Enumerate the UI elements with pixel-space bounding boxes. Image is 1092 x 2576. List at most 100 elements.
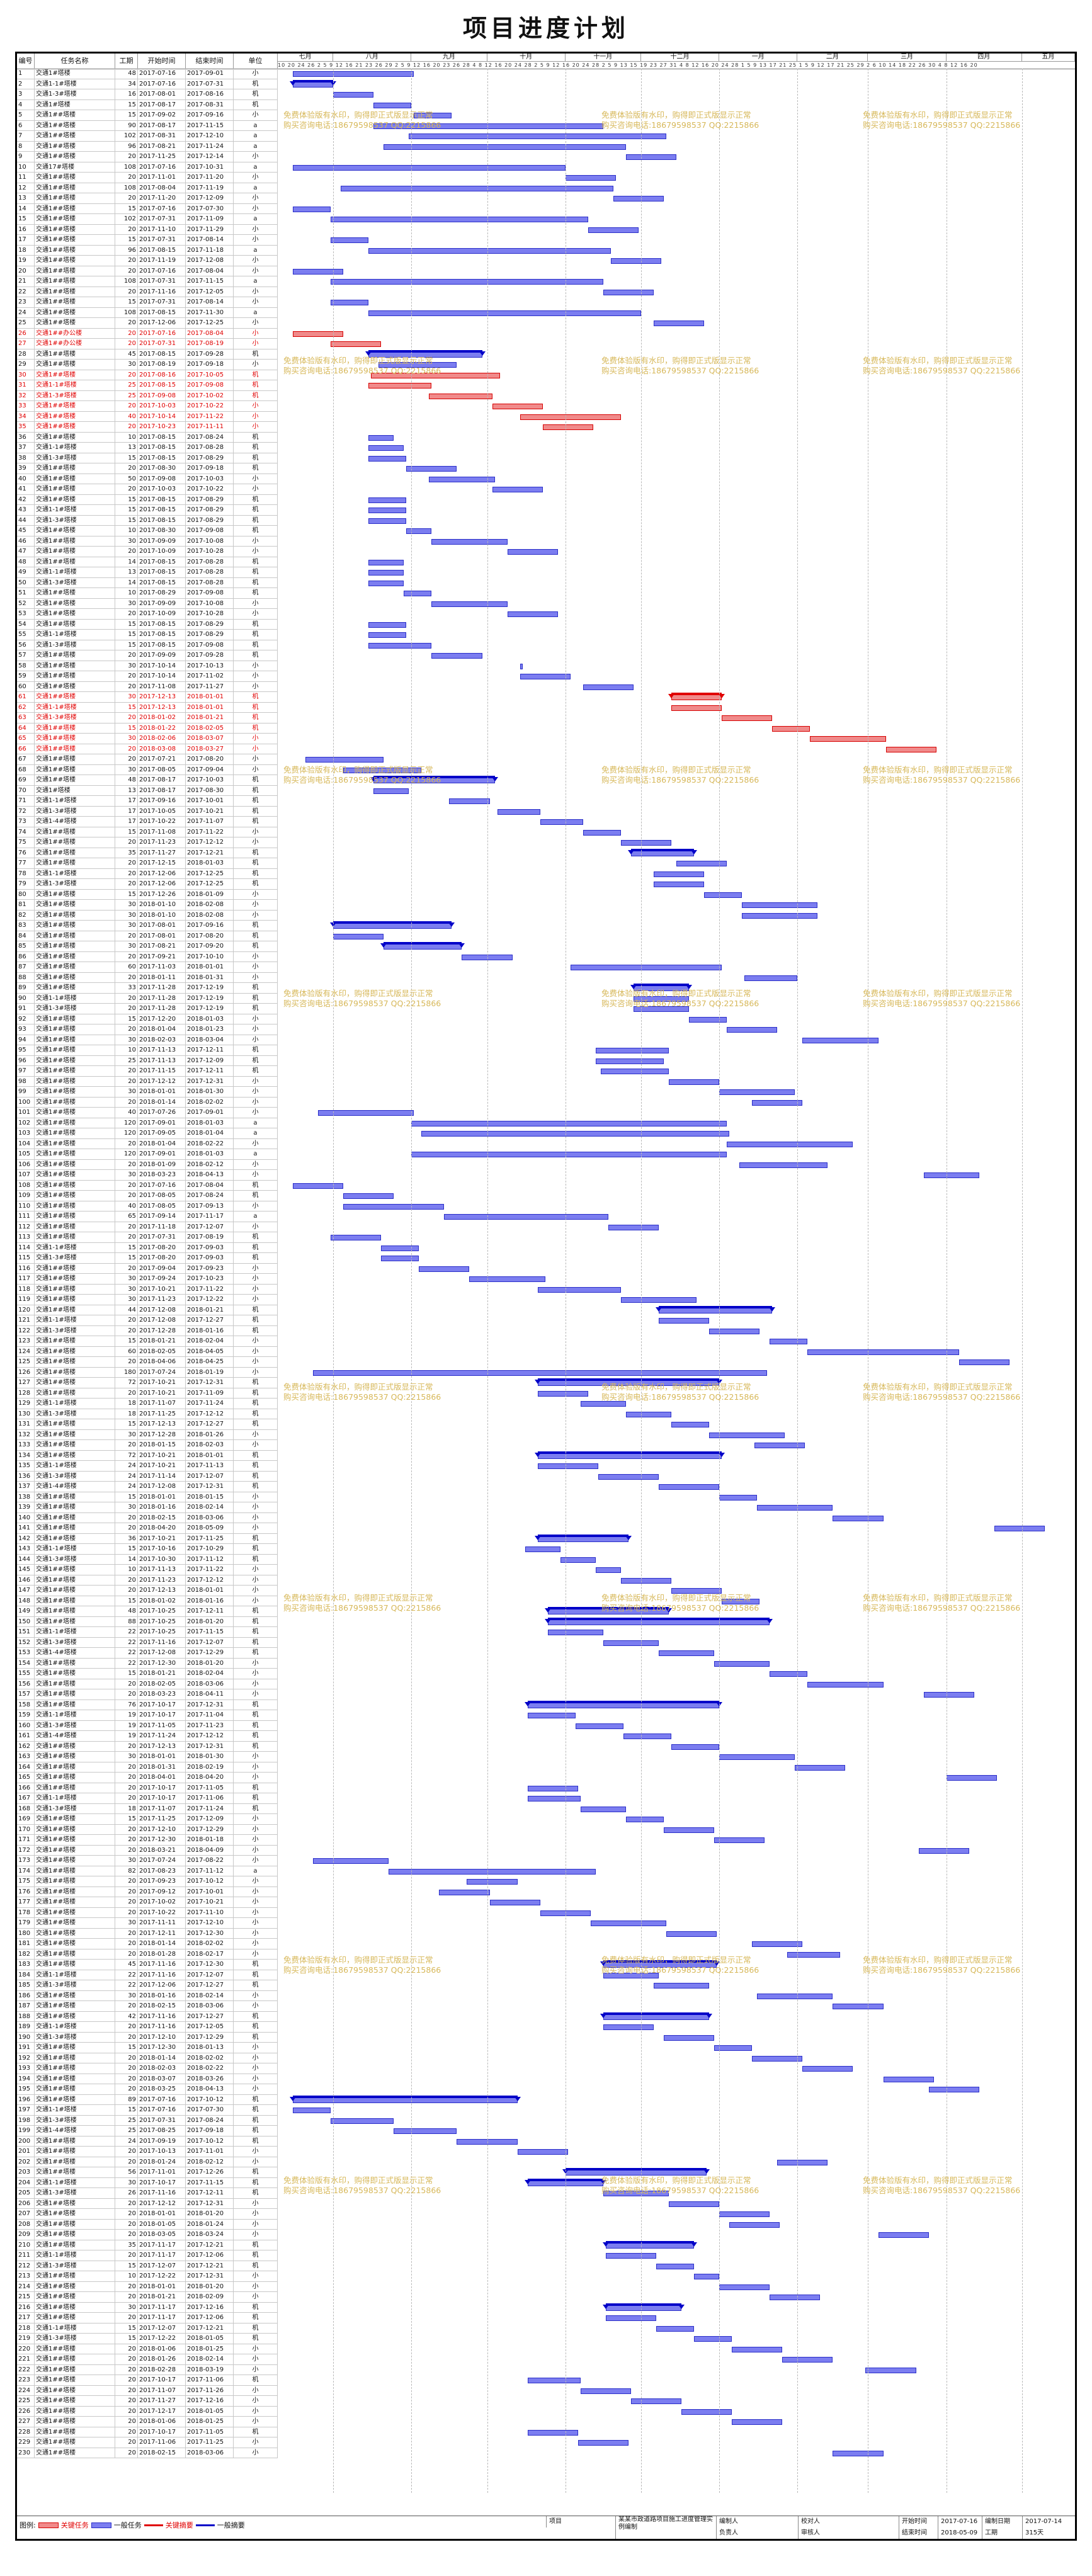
task-unit: 机	[234, 380, 278, 390]
task-name: 交通1##塔楼	[35, 463, 115, 474]
task-bar	[381, 1245, 419, 1251]
task-id: 94	[17, 1035, 35, 1045]
table-row: 169 交通1##塔楼 15 2017-11-25 2017-12-09 小	[17, 1814, 278, 1825]
task-name: 交通1-1#塔楼	[35, 380, 115, 390]
task-name: 交通1##塔楼	[35, 2313, 115, 2323]
task-id: 92	[17, 1014, 35, 1024]
task-duration: 20	[115, 266, 138, 276]
task-id: 67	[17, 754, 35, 764]
task-end: 2017-08-29	[186, 619, 234, 629]
task-id: 191	[17, 2043, 35, 2053]
task-id: 210	[17, 2240, 35, 2250]
task-id: 43	[17, 505, 35, 515]
task-duration: 25	[115, 2126, 138, 2136]
task-duration: 82	[115, 1866, 138, 1876]
task-duration: 30	[115, 692, 138, 702]
task-duration: 25	[115, 390, 138, 400]
task-duration: 15	[115, 2105, 138, 2115]
table-row: 184 交通1-1#塔楼 22 2017-11-16 2017-12-07 机	[17, 1970, 278, 1980]
task-id: 145	[17, 1565, 35, 1575]
task-bar	[580, 2388, 631, 2394]
task-start: 2018-01-16	[138, 1990, 186, 2000]
watermark: 免费体验版有水印，购得即正式版显示正常 购买咨询电话:18679598537 Q…	[283, 765, 441, 785]
task-end: 2017-07-31	[186, 79, 234, 89]
task-duration: 96	[115, 141, 138, 151]
task-unit: 机	[234, 1960, 278, 1970]
task-end: 2017-11-30	[186, 307, 234, 317]
task-name: 交通1-3#塔楼	[35, 89, 115, 99]
task-start: 2017-11-07	[138, 1399, 186, 1409]
task-id: 135	[17, 1461, 35, 1471]
task-end: 2017-12-07	[186, 1637, 234, 1647]
task-end: 2017-08-24	[186, 2115, 234, 2125]
table-row: 50 交通1-3#塔楼 14 2017-08-15 2017-08-28 机	[17, 577, 278, 588]
task-bar	[583, 829, 621, 836]
task-end: 2017-12-27	[186, 1419, 234, 1429]
task-end: 2017-11-12	[186, 1554, 234, 1564]
task-id: 139	[17, 1502, 35, 1512]
task-id: 97	[17, 1066, 35, 1076]
task-duration: 60	[115, 1346, 138, 1356]
table-row: 159 交通1-1#塔楼 19 2017-10-17 2017-11-04 机	[17, 1710, 278, 1721]
task-duration: 180	[115, 1367, 138, 1377]
task-start: 2017-11-06	[138, 2437, 186, 2448]
table-row: 98 交通1##塔楼 20 2017-12-12 2017-12-31 小	[17, 1076, 278, 1087]
task-name: 交通1##塔楼	[35, 1450, 115, 1460]
task-bar	[810, 736, 886, 742]
task-start: 2017-07-16	[138, 2105, 186, 2115]
task-start: 2017-09-05	[138, 1128, 186, 1138]
task-id: 209	[17, 2230, 35, 2240]
task-name: 交通1##塔楼	[35, 1440, 115, 1450]
task-name: 交通1##塔楼	[35, 1201, 115, 1211]
task-start: 2017-10-17	[138, 1793, 186, 1803]
task-bar	[429, 393, 492, 399]
task-id: 91	[17, 1004, 35, 1014]
task-end: 2017-12-14	[186, 152, 234, 162]
task-unit: 小	[234, 1024, 278, 1035]
task-start: 2018-02-03	[138, 1035, 186, 1045]
task-end: 2017-09-03	[186, 1242, 234, 1252]
task-unit: 机	[234, 1554, 278, 1564]
task-unit: 小	[234, 69, 278, 79]
task-start: 2018-01-24	[138, 2157, 186, 2167]
task-start: 2017-11-16	[138, 2022, 186, 2032]
task-name: 交通1##塔楼	[35, 1191, 115, 1201]
watermark: 免费体验版有水印，购得即正式版显示正常 购买咨询电话:18679598537 Q…	[283, 989, 441, 1008]
task-name: 交通1-3#塔楼	[35, 713, 115, 723]
task-unit: 小	[234, 1502, 278, 1512]
task-unit: 机	[234, 630, 278, 640]
table-row: 90 交通1-1#塔楼 20 2017-11-28 2017-12-19 机	[17, 993, 278, 1004]
watermark: 免费体验版有水印，购得即正式版显示正常 购买咨询电话:18679598537 Q…	[863, 356, 1021, 375]
task-unit: 机	[234, 2136, 278, 2146]
task-id: 146	[17, 1575, 35, 1585]
table-row: 197 交通1-1#塔楼 15 2017-07-16 2017-07-30 机	[17, 2105, 278, 2116]
task-start: 2017-09-02	[138, 110, 186, 120]
task-id: 176	[17, 1887, 35, 1897]
task-end: 2018-01-03	[186, 858, 234, 868]
task-end: 2017-12-19	[186, 993, 234, 1003]
task-duration: 20	[115, 339, 138, 349]
table-row: 143 交通1-1#塔楼 15 2017-10-16 2017-10-29 机	[17, 1544, 278, 1555]
task-id: 136	[17, 1471, 35, 1481]
summary-bar	[524, 1700, 723, 1706]
task-unit: 小	[234, 1949, 278, 1959]
task-unit: 机	[234, 1783, 278, 1793]
task-duration: 20	[115, 2250, 138, 2261]
task-start: 2017-10-22	[138, 1907, 186, 1917]
task-unit: 小	[234, 1108, 278, 1118]
task-bar	[610, 258, 661, 264]
page-title: 项目进度计划	[462, 14, 629, 42]
task-end: 2017-11-26	[186, 2385, 234, 2395]
task-start: 2018-01-02	[138, 713, 186, 723]
task-bar	[577, 2440, 628, 2446]
task-bar	[671, 1744, 720, 1750]
task-unit: 小	[234, 1076, 278, 1086]
task-duration: 15	[115, 1336, 138, 1346]
task-duration: 30	[115, 900, 138, 910]
task-unit: 小	[234, 609, 278, 619]
task-id: 82	[17, 910, 35, 920]
watermark: 免费体验版有水印，购得即正式版显示正常 购买咨询电话:18679598537 Q…	[283, 1382, 441, 1402]
table-row: 103 交通1##塔楼 120 2017-09-05 2018-01-04 a	[17, 1128, 278, 1139]
table-row: 29 交通1##塔楼 30 2017-08-19 2017-09-18 小	[17, 360, 278, 370]
task-bar	[833, 2450, 884, 2456]
